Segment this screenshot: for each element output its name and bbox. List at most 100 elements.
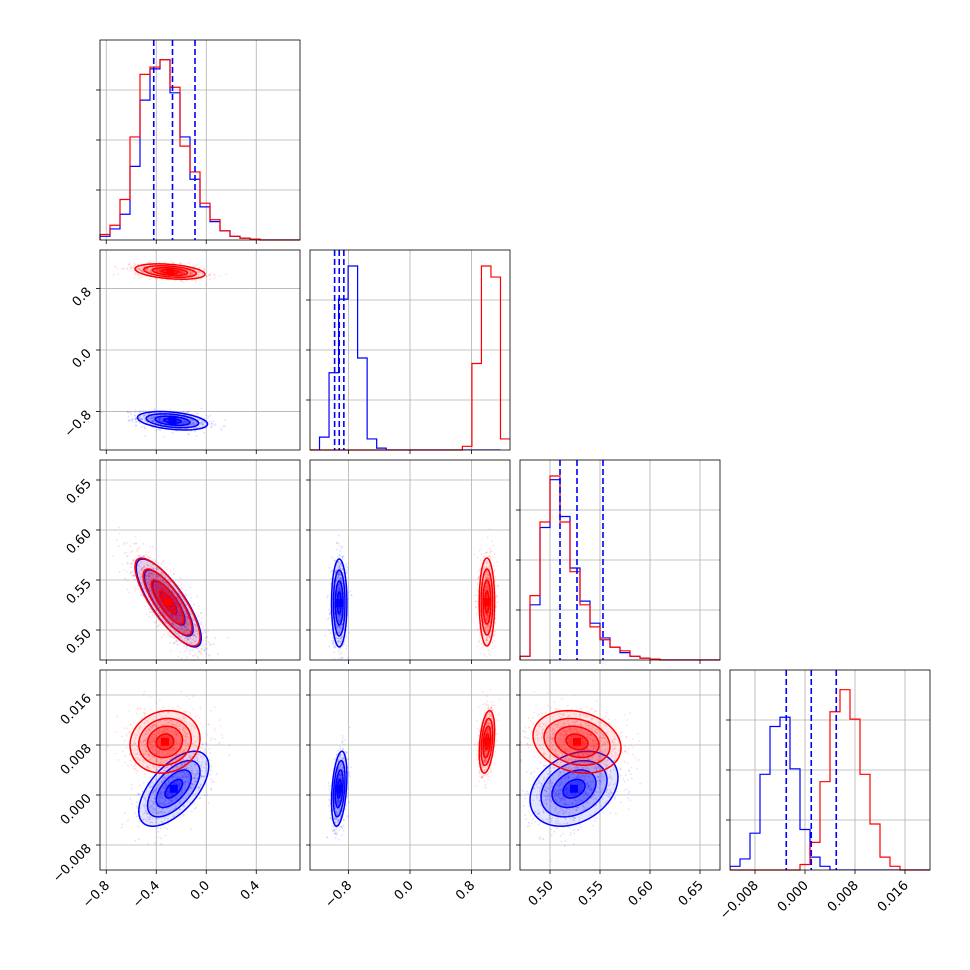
sample-point: [169, 613, 172, 616]
sample-point: [151, 614, 154, 617]
sample-point: [192, 634, 195, 637]
sample-point: [182, 598, 185, 600]
sample-point: [186, 421, 189, 423]
sample-point: [172, 609, 175, 611]
sample-point: [485, 570, 488, 572]
sample-point: [334, 634, 337, 636]
sample-point: [336, 625, 339, 628]
sample-point: [170, 620, 173, 623]
sample-point: [156, 573, 158, 576]
sample-point: [337, 573, 339, 576]
sample-point: [337, 573, 340, 575]
sample-point: [172, 624, 175, 627]
sample-point: [183, 625, 186, 628]
sample-point: [146, 267, 149, 270]
sample-point: [189, 418, 192, 421]
sample-point: [335, 625, 338, 627]
sample-point: [181, 626, 183, 629]
ticks: −0.80.00.8: [62, 285, 257, 454]
sample-point: [158, 585, 161, 588]
sample-point: [335, 578, 338, 581]
sample-point: [207, 629, 210, 632]
sample-point: [127, 555, 129, 557]
sample-point: [183, 272, 186, 274]
sample-point: [160, 579, 163, 582]
sample-point: [148, 584, 151, 587]
sample-point: [123, 568, 125, 571]
sample-point: [159, 623, 161, 625]
sample-point: [338, 565, 341, 568]
sample-point: [149, 565, 152, 568]
sample-point: [336, 637, 339, 639]
sample-point: [162, 572, 165, 575]
sample-point: [182, 420, 185, 423]
sample-point: [159, 418, 162, 421]
histogram-series-a: [520, 479, 720, 660]
sample-point: [162, 421, 165, 423]
sample-point: [184, 610, 187, 613]
sample-point: [203, 649, 206, 651]
sample-point: [146, 268, 149, 271]
sample-point: [172, 606, 175, 609]
sample-point: [149, 578, 152, 581]
sample-point: [337, 542, 340, 545]
sample-point: [338, 653, 341, 655]
sample-point: [339, 657, 342, 660]
sample-point: [190, 617, 193, 619]
sample-point: [141, 270, 144, 272]
sample-point: [485, 586, 488, 588]
sample-point: [178, 615, 181, 617]
sample-point: [138, 571, 141, 573]
sample-point: [152, 419, 154, 422]
sample-point: [334, 646, 337, 649]
sample-point: [153, 407, 156, 410]
sample-point: [157, 569, 160, 571]
sample-point: [199, 423, 202, 426]
sample-point: [176, 604, 179, 606]
sample-point: [187, 623, 190, 625]
sample-point: [144, 551, 147, 554]
sample-point: [338, 617, 341, 619]
sample-point: [137, 564, 140, 567]
sample-point: [156, 568, 159, 571]
sample-point: [180, 626, 182, 628]
sample-point: [178, 621, 181, 624]
sample-point: [158, 268, 161, 271]
sample-point: [133, 574, 136, 577]
sample-point: [339, 550, 342, 552]
sample-point: [150, 572, 153, 575]
sample-point: [214, 423, 217, 426]
sample-point: [163, 595, 166, 597]
sample-point: [164, 595, 167, 598]
sample-point: [152, 420, 155, 422]
sample-point: [152, 587, 155, 589]
sample-point: [189, 603, 192, 606]
sample-point: [164, 576, 167, 579]
sample-point: [338, 607, 341, 609]
density: [324, 528, 500, 660]
sample-point: [341, 556, 344, 559]
sample-point: [139, 409, 142, 412]
sample-point: [164, 595, 166, 598]
sample-point: [158, 418, 161, 421]
sample-point: [143, 587, 146, 590]
sample-point: [148, 588, 151, 591]
sample-point: [224, 425, 226, 428]
sample-point: [337, 566, 340, 569]
sample-point: [339, 614, 342, 617]
sample-point: [200, 422, 203, 424]
sample-point: [161, 603, 164, 606]
sample-point: [338, 625, 341, 628]
sample-point: [205, 636, 208, 639]
sample-point: [172, 621, 175, 624]
sample-point: [135, 418, 137, 421]
sample-point: [138, 554, 141, 557]
sample-point: [194, 653, 197, 656]
sample-point: [174, 641, 176, 644]
sample-point: [159, 602, 162, 604]
sample-point: [338, 629, 341, 632]
sample-point: [336, 616, 339, 618]
sample-point: [138, 274, 141, 277]
sample-point: [339, 625, 342, 628]
sample-point: [135, 421, 137, 423]
